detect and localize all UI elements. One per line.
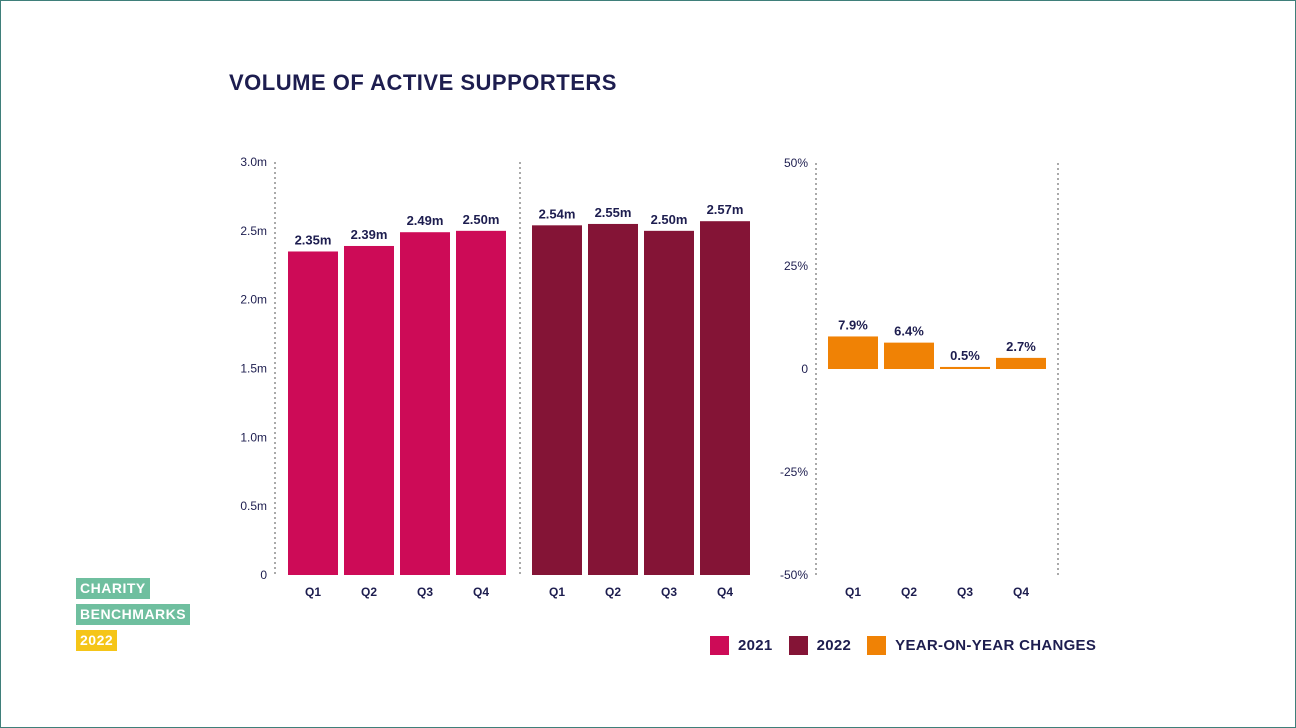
legend-swatch-yoy xyxy=(867,636,887,655)
legend: 2021 2022 YEAR-ON-YEAR CHANGES xyxy=(710,636,1112,655)
data-label: 6.4% xyxy=(894,324,924,339)
y-tick-label-left: 2.5m xyxy=(240,224,267,238)
x-tick-label: Q4 xyxy=(717,585,733,599)
legend-item-2022: 2022 xyxy=(788,636,852,655)
bar-2021-q2 xyxy=(344,245,394,575)
y-tick-label-right: -50% xyxy=(780,568,808,582)
data-label: 2.50m xyxy=(463,212,500,227)
data-label: 0.5% xyxy=(950,348,980,363)
legend-item-yoy: YEAR-ON-YEAR CHANGES xyxy=(867,636,1096,655)
data-label: 2.7% xyxy=(1006,339,1036,354)
bar-2021-q4 xyxy=(456,230,506,576)
x-tick-label: Q4 xyxy=(473,585,489,599)
x-tick-label: Q3 xyxy=(957,585,973,599)
y-tick-label-left: 0 xyxy=(260,568,267,582)
x-tick-label: Q1 xyxy=(845,585,861,599)
legend-label-yoy: YEAR-ON-YEAR CHANGES xyxy=(895,637,1097,654)
x-tick-label: Q4 xyxy=(1013,585,1029,599)
bar-2022-q1 xyxy=(532,225,582,575)
y-tick-label-right: -25% xyxy=(780,465,808,479)
bar-2022-q2 xyxy=(588,223,638,575)
brand-line-2: BENCHMARKS xyxy=(76,604,191,625)
brand-line-1: CHARITY xyxy=(76,578,150,599)
bar-yoy-q1 xyxy=(828,336,878,369)
data-label: 2.55m xyxy=(595,205,632,220)
y-tick-label-left: 2.0m xyxy=(240,293,267,307)
x-tick-label: Q2 xyxy=(901,585,917,599)
legend-label-2021: 2021 xyxy=(738,637,773,654)
bar-2022-q4 xyxy=(700,221,750,576)
x-tick-label: Q3 xyxy=(417,585,433,599)
data-label: 7.9% xyxy=(838,317,868,332)
y-tick-label-left: 1.0m xyxy=(240,430,267,444)
data-label: 2.50m xyxy=(651,212,688,227)
y-tick-label-right: 25% xyxy=(784,259,808,273)
data-label: 2.39m xyxy=(351,227,388,242)
legend-swatch-2021 xyxy=(710,636,729,655)
bar-yoy-q2 xyxy=(884,342,934,369)
legend-item-2021: 2021 xyxy=(710,636,773,655)
y-tick-label-left: 1.5m xyxy=(240,362,267,376)
y-tick-label-right: 50% xyxy=(784,156,808,170)
bar-yoy-q3 xyxy=(940,366,990,369)
y-tick-label-left: 0.5m xyxy=(240,499,267,513)
data-label: 2.49m xyxy=(407,213,444,228)
data-label: 2.54m xyxy=(539,206,576,221)
bar-2022-q3 xyxy=(644,230,694,576)
legend-label-2022: 2022 xyxy=(816,637,852,654)
legend-swatch-2022 xyxy=(788,636,808,655)
data-label: 2.35m xyxy=(295,232,332,247)
data-label: 2.57m xyxy=(707,202,744,217)
x-tick-label: Q1 xyxy=(305,585,321,599)
x-tick-label: Q2 xyxy=(605,585,621,599)
y-tick-label-left: 3.0m xyxy=(240,155,267,169)
y-tick-label-right: 0 xyxy=(801,362,808,376)
bar-yoy-q4 xyxy=(996,357,1046,369)
brand-logo: CHARITY BENCHMARKS 2022 xyxy=(76,578,191,656)
chart-title: VOLUME OF ACTIVE SUPPORTERS xyxy=(229,70,617,95)
bar-2021-q1 xyxy=(288,251,338,575)
x-tick-label: Q3 xyxy=(661,585,677,599)
x-tick-label: Q1 xyxy=(549,585,565,599)
x-tick-label: Q2 xyxy=(361,585,377,599)
bar-2021-q3 xyxy=(400,232,450,575)
brand-line-3: 2022 xyxy=(76,630,118,651)
